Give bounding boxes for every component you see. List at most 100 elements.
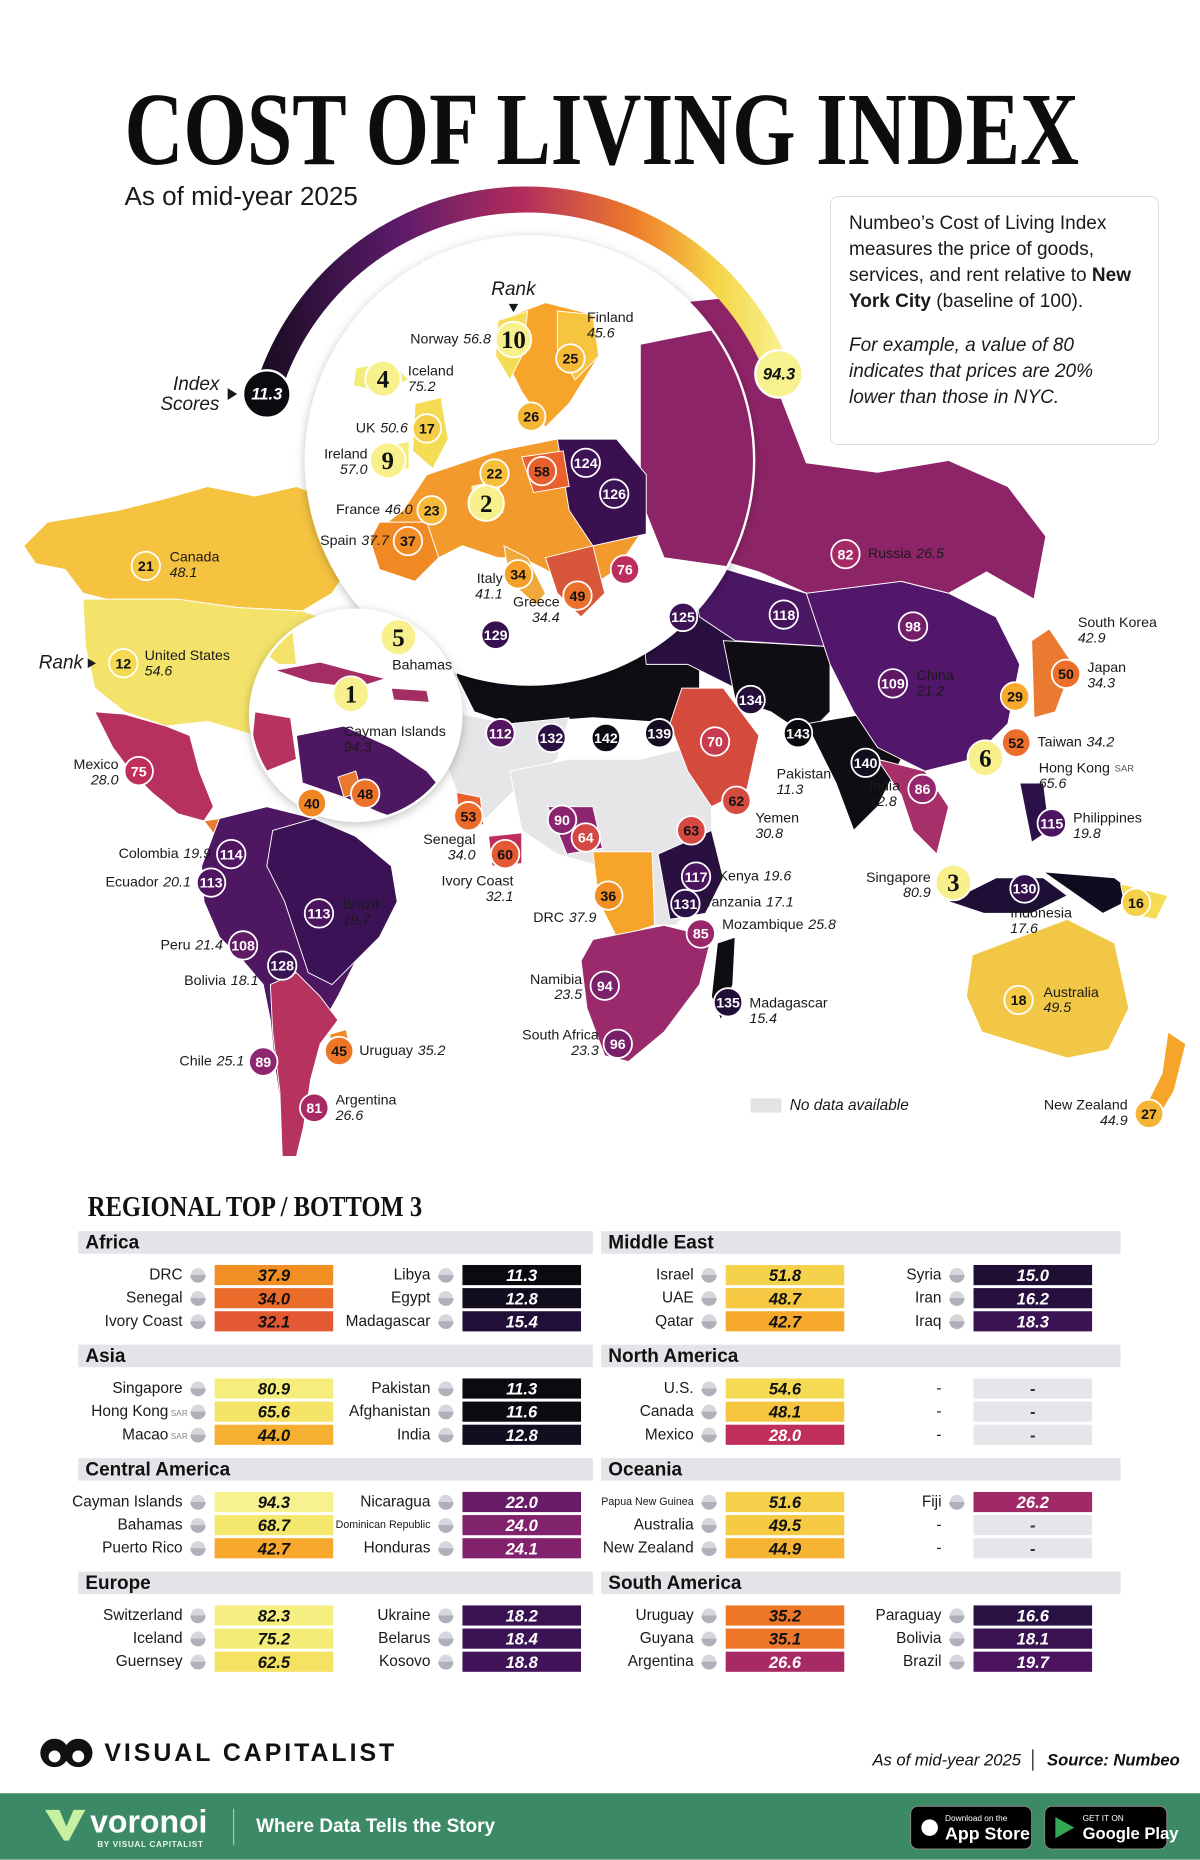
rank-number: 129 (484, 628, 508, 644)
badge-big: Google Play (1083, 1824, 1180, 1843)
table-country: Argentina (628, 1653, 694, 1670)
country-label: South Korea (1078, 615, 1157, 631)
table-value: 11.3 (506, 1380, 538, 1399)
table-country: Iceland (133, 1630, 183, 1647)
country-label: Indonesia (1010, 905, 1072, 921)
table-country: Mexico (645, 1426, 694, 1443)
country-label: Kenya 19.6 (719, 869, 792, 885)
rank-number: 50 (1058, 667, 1074, 683)
legend-label: Index (173, 374, 221, 395)
regional-table: REGIONAL TOP / BOTTOM 3 Africa DRC 37.9 Sene… (72, 1192, 1121, 1672)
region-name: Asia (85, 1346, 126, 1367)
country-label: Spain 37.7 (320, 533, 390, 549)
rank-badge (379, 618, 418, 656)
rank-badge (685, 918, 716, 949)
table-country: U.S. (664, 1380, 694, 1397)
flag-stripe (701, 1502, 717, 1510)
country-label: United States (145, 648, 230, 664)
rank-badge (467, 484, 505, 522)
rank-number: 49 (570, 589, 586, 605)
rank-badge (735, 684, 766, 716)
rank-number: 140 (854, 756, 878, 772)
rank-badge (1003, 984, 1034, 1016)
country-name: South Korea (1078, 615, 1157, 631)
region-header (601, 1344, 1121, 1368)
rank-badge (897, 611, 929, 642)
region-header (601, 1458, 1121, 1481)
legend-max: 94.3 (763, 364, 796, 383)
table-title: REGIONAL TOP / BOTTOM 3 (88, 1192, 422, 1223)
table-value: 42.7 (768, 1312, 802, 1331)
country-label: Mexico (74, 757, 119, 773)
no-data-label: No data available (790, 1097, 909, 1114)
flag-stripe (949, 1638, 965, 1647)
country-label: Taiwan 34.2 (1038, 735, 1115, 751)
europe-zoom (352, 302, 753, 618)
rank-badge (296, 788, 327, 819)
country-name: Mozambique (722, 917, 803, 933)
rank-number: 36 (600, 889, 616, 905)
rank-badge (555, 343, 586, 374)
country-score: 25.8 (807, 917, 836, 933)
flag-stripe (190, 1661, 206, 1670)
table-value: 65.6 (258, 1403, 291, 1422)
table-value: 54.6 (769, 1380, 802, 1399)
table-value: 94.3 (258, 1493, 291, 1512)
rank-badge (536, 722, 567, 754)
flag-stripe (190, 1411, 206, 1420)
country-name: Colombia (119, 846, 179, 862)
rank-number: 113 (200, 876, 223, 892)
country-score: 42.9 (1078, 630, 1106, 646)
country-name: Mexico (74, 757, 119, 773)
table-country: Egypt (391, 1290, 431, 1307)
rank-number: 18 (1011, 993, 1027, 1009)
rank-badge (589, 970, 620, 1001)
flag-stripe (190, 1638, 206, 1647)
country-label: India (869, 779, 900, 795)
region-name: Africa (85, 1233, 139, 1254)
country-label: UK 50.6 (356, 420, 408, 436)
value-bar (462, 1651, 582, 1672)
country-label: Hong Kong SAR (1039, 761, 1135, 777)
country-score: 28.0 (90, 773, 119, 789)
legend-label: Scores (160, 394, 220, 415)
value-bar (725, 1378, 845, 1399)
rank-badge (248, 1046, 279, 1077)
rank-badge (1120, 887, 1152, 918)
rank-badge (299, 1092, 330, 1123)
table-country: Iraq (915, 1313, 942, 1330)
table-value: 42.7 (257, 1539, 291, 1558)
country-score: 34.4 (532, 610, 560, 626)
rank-badge (108, 648, 139, 679)
value-bar (973, 1288, 1093, 1309)
brand: VISUAL CAPITALIST (104, 1739, 397, 1767)
rank-number: 85 (693, 927, 709, 943)
rank-badge (934, 863, 973, 902)
flag-stripe (438, 1298, 454, 1306)
badge-bg (1044, 1805, 1168, 1850)
rank-number: 16 (1128, 896, 1144, 912)
country-name: Peru (160, 937, 190, 953)
rank-number: 115 (1040, 816, 1063, 832)
country-label: Yemen (755, 811, 799, 827)
region-header (78, 1231, 593, 1254)
rank-number: 37 (400, 534, 416, 550)
table-country: - (936, 1403, 941, 1420)
rank-number: 63 (683, 824, 699, 840)
table-value: 44.0 (257, 1426, 291, 1445)
table-value: 18.8 (506, 1653, 539, 1672)
flag-stripe (190, 1321, 206, 1330)
country-label: Russia 26.5 (868, 546, 944, 562)
rank-badge (130, 550, 161, 582)
table-country: - (936, 1380, 941, 1397)
value-bar (462, 1605, 582, 1626)
country-score: 34.2 (1087, 735, 1115, 751)
country-label: Japan (1087, 660, 1126, 676)
country-label: Norway 56.8 (410, 331, 491, 347)
rank-badge (123, 755, 154, 787)
table-country: Libya (394, 1267, 431, 1284)
rank-badge (570, 822, 601, 853)
flag-stripe (701, 1525, 717, 1533)
